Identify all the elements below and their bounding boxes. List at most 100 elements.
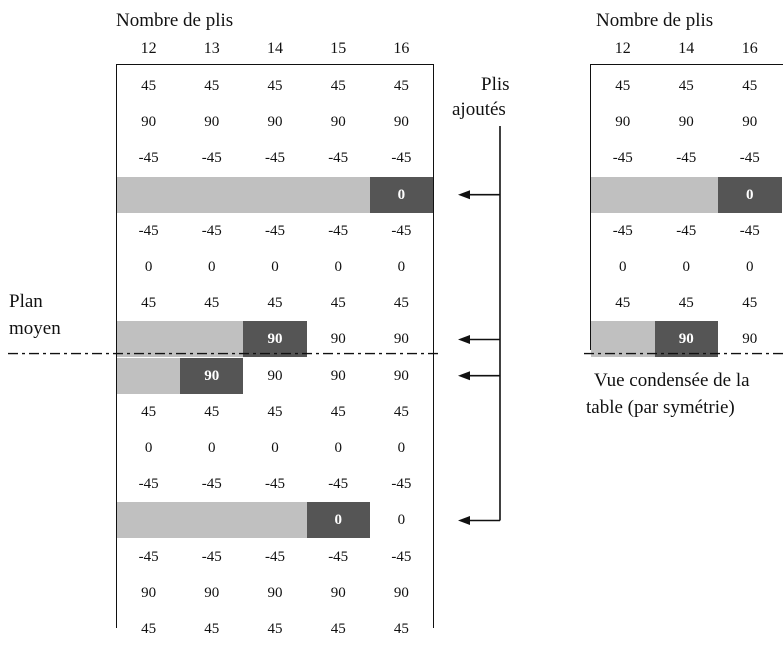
main-cell: 90 [267,114,283,131]
condensed-cell: -45 [612,150,633,167]
main-cell: 45 [204,78,220,94]
condensed-added-ply-bar [591,321,655,358]
main-cell: 45 [330,78,346,94]
condensed-cell: -45 [739,222,760,239]
main-cell: 90 [330,367,346,384]
main-cell: 90 [267,584,283,601]
main-cell: 90 [141,114,157,131]
main-added-ply-bar [117,321,244,358]
main-cell: -45 [201,222,222,239]
main-cell: 45 [267,403,283,420]
condensed-cell: -45 [612,222,633,239]
condensed-cell: -45 [739,150,760,167]
arrow-head [458,190,470,200]
condensed-cell: 0 [619,259,627,275]
condensed-cell: 45 [678,295,694,312]
condensed-cell: 45 [742,295,758,312]
main-cell: 90 [204,584,220,601]
main-cell: 0 [271,440,279,456]
main-cell: 90 [267,367,283,384]
main-cell: 90 [393,584,409,601]
condensed-cell: 90 [615,114,631,131]
main-cell: 90 [393,114,409,131]
main-cell: 45 [267,78,283,94]
mid-plane-label-line1: Plan [9,291,43,312]
condensed-cell: 0 [682,259,691,275]
main-cell: 45 [204,403,220,420]
main-cell: 45 [393,403,409,420]
main-cell: 90 [141,584,157,601]
main-cell: 45 [267,295,283,312]
arrow-head [458,516,470,525]
main-cell: -45 [391,150,412,167]
main-cell: -45 [201,548,222,565]
condensed-caption-line2: table (par symétrie) [586,397,735,418]
main-cell: 45 [330,403,346,420]
main-cell: 90 [330,584,346,601]
main-cell: -45 [328,548,349,565]
main-cell: 90 [330,331,346,348]
main-cell: 0 [271,259,279,275]
main-cell: -45 [328,476,349,493]
main-cell: 0 [208,259,216,275]
main-column-header: 14 [266,40,283,57]
main-cell: -45 [391,222,412,239]
condensed-cell: -45 [676,222,697,239]
condensed-column-header: 14 [678,40,695,57]
main-cell: 90 [330,114,346,131]
added-plies-label-line2: ajoutés [452,99,506,120]
main-cell: 0 [144,440,153,456]
main-column-header: 16 [393,40,410,57]
main-cell: 45 [141,295,157,312]
main-cell: -45 [264,476,285,493]
main-column-header: 15 [330,40,347,57]
main-cell: -45 [391,476,412,493]
main-cell: -45 [201,150,222,167]
mid-plane-label-line2: moyen [9,318,61,339]
main-cell: 0 [208,440,216,456]
condensed-cell: 45 [742,78,758,94]
condensed-new-ply-cell: 0 [718,176,782,213]
connector-overlay [8,126,783,525]
main-cell: -45 [138,548,159,565]
condensed-cell: 90 [742,114,758,131]
main-cell: -45 [138,150,159,167]
main-cell: 90 [393,331,409,348]
main-new-ply-cell: 90 [243,321,307,358]
main-cell: 90 [204,114,220,131]
main-cell: -45 [201,476,222,493]
condensed-cell: 45 [615,78,631,94]
condensed-added-ply-bar [591,176,718,213]
condensed-table-frame [590,64,783,350]
main-cell: 45 [141,403,157,420]
arrow-head [458,371,470,381]
main-added-ply-bar [117,357,181,394]
main-cell: -45 [328,150,349,167]
main-cell: -45 [391,548,412,565]
condensed-cell: -45 [676,150,697,167]
main-cell: 90 [393,367,409,384]
main-cell: -45 [264,150,285,167]
condensed-cell: 90 [678,114,694,131]
main-added-ply-bar [117,176,370,213]
main-column-header: 12 [140,40,157,57]
main-new-ply-cell: 0 [306,502,370,539]
main-cell: -45 [264,548,285,565]
main-table-frame [116,64,434,628]
main-column-header: 13 [203,40,220,57]
main-cell: 0 [397,259,406,275]
condensed-cell: 90 [742,331,758,348]
condensed-cell: 45 [678,78,694,94]
main-cell: -45 [138,476,159,493]
condensed-table-header-label: Nombre de plis [596,10,714,31]
arrow-head [458,335,470,344]
added-plies-label-line1: Plis [481,74,510,95]
main-cell: -45 [328,222,349,239]
main-cell: 45 [393,295,409,312]
main-cell: -45 [264,222,285,239]
main-cell: 0 [334,259,342,275]
condensed-caption-line1: Vue condensée de la [594,370,750,391]
main-table-header-label: Nombre de plis [116,10,234,31]
main-cell: 45 [330,295,346,312]
main-new-ply-cell: 90 [180,357,244,394]
